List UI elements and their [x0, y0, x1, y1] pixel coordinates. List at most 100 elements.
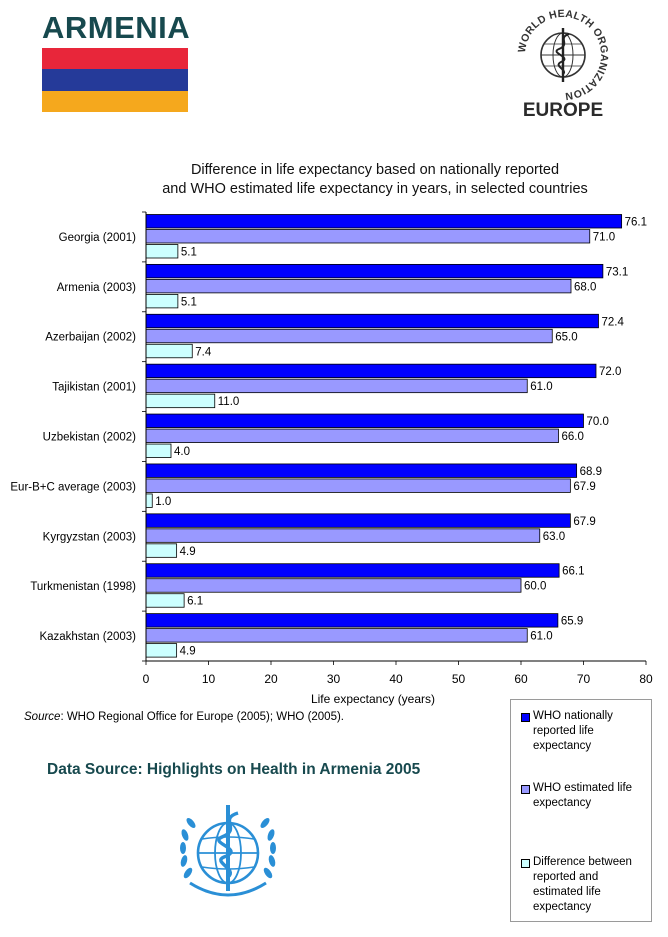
- data-label: 4.9: [180, 646, 196, 658]
- bar: [145, 593, 185, 608]
- data-label: 70.0: [587, 416, 609, 428]
- bar: [145, 528, 541, 543]
- flag-stripe-blue: [42, 69, 188, 91]
- bar: [145, 493, 153, 508]
- bar: [145, 413, 584, 428]
- bar: [145, 463, 578, 478]
- bar: [145, 343, 193, 359]
- bar: [145, 328, 553, 344]
- x-tick-label: 50: [452, 672, 466, 686]
- category-label: Azerbaijan (2002): [45, 332, 136, 344]
- legend-line: WHO nationally: [533, 710, 613, 722]
- data-label: 5.1: [181, 247, 197, 259]
- category-label: Turkmenistan (1998): [30, 581, 136, 593]
- category-label: Kyrgyzstan (2003): [43, 531, 136, 543]
- chart-title-line-2: and WHO estimated life expectancy in yea…: [162, 181, 588, 197]
- bar: [145, 643, 178, 658]
- data-label: 68.9: [580, 466, 602, 478]
- x-axis-label: Life expectancy (years): [311, 692, 435, 706]
- legend-line: estimated life: [533, 886, 601, 898]
- category-label: Georgia (2001): [59, 232, 137, 244]
- legend-line: reported life: [533, 725, 594, 737]
- bar: [145, 244, 179, 259]
- bar: [145, 313, 599, 329]
- category-label: Armenia (2003): [57, 282, 136, 294]
- legend-swatch-reported: [521, 713, 530, 722]
- data-label: 67.9: [573, 481, 595, 493]
- legend-label-difference: Difference between reported and estimate…: [533, 855, 649, 915]
- chart-title: Difference in life expectancy based on n…: [120, 161, 630, 199]
- data-label: 5.1: [181, 296, 197, 308]
- x-tick-label: 60: [514, 672, 528, 686]
- bar: [145, 628, 528, 643]
- source-label: Source: [24, 711, 61, 723]
- data-label: 61.0: [530, 381, 552, 393]
- bar: [145, 214, 623, 229]
- bar: [145, 363, 597, 379]
- flag-stripe-red: [42, 48, 188, 70]
- bar: [145, 578, 522, 593]
- bar: [145, 543, 178, 558]
- legend-line: expectancy: [533, 797, 592, 809]
- who-logo-icon: WORLD HEALTH ORGANIZATION: [516, 8, 610, 102]
- bar: [145, 613, 559, 628]
- bar: [145, 513, 571, 528]
- bar: [145, 428, 559, 443]
- x-tick-label: 70: [577, 672, 591, 686]
- data-label: 60.0: [524, 581, 546, 593]
- category-label: Kazakhstan (2003): [39, 631, 136, 643]
- data-label: 6.1: [187, 596, 203, 608]
- data-label: 71.0: [593, 232, 615, 244]
- legend-line: expectancy: [533, 901, 592, 913]
- legend-line: expectancy: [533, 740, 592, 752]
- category-label: Uzbekistan (2002): [43, 432, 136, 444]
- data-label: 63.0: [543, 531, 565, 543]
- legend-line: WHO estimated life: [533, 782, 633, 794]
- x-tick-label: 80: [639, 672, 653, 686]
- data-label: 72.0: [599, 366, 621, 378]
- data-label: 4.0: [174, 446, 190, 458]
- data-label: 65.9: [561, 616, 583, 628]
- data-label: 1.0: [155, 496, 171, 508]
- bar: [145, 478, 571, 493]
- chart-title-line-1: Difference in life expectancy based on n…: [190, 162, 560, 178]
- who-emblem-icon: [180, 805, 276, 897]
- x-tick-label: 20: [264, 672, 278, 686]
- x-tick-label: 10: [202, 672, 216, 686]
- x-tick-label: 30: [327, 672, 341, 686]
- legend-line: Difference between: [533, 856, 632, 868]
- source-note: Source: WHO Regional Office for Europe (…: [24, 711, 344, 723]
- legend-label-reported: WHO nationally reported life expectancy: [533, 709, 649, 754]
- x-tick-label: 40: [389, 672, 403, 686]
- bar: [145, 293, 179, 309]
- chart-legend: WHO nationally reported life expectancy …: [510, 699, 652, 922]
- flag-stripe-orange: [42, 90, 188, 112]
- bar: [145, 229, 591, 244]
- life-expectancy-bar-chart: 76.1 71.0 5.1 Georgia (2001) 73.1 68.0 5.1 Arme…: [10, 211, 653, 706]
- data-label: 73.1: [606, 266, 628, 278]
- data-label: 7.4: [195, 346, 212, 358]
- source-text: : WHO Regional Office for Europe (2005);…: [60, 711, 345, 723]
- data-label: 61.0: [530, 631, 552, 643]
- category-label: Tajikistan (2001): [52, 382, 136, 394]
- data-source-credit: Data Source: Highlights on Health in Arm…: [47, 761, 421, 778]
- legend-swatch-difference: [521, 859, 530, 868]
- category-label: Eur-B+C average (2003): [10, 481, 136, 493]
- legend-swatch-estimated: [521, 785, 530, 794]
- data-label: 11.0: [218, 396, 240, 408]
- armenia-flag: [42, 48, 188, 112]
- data-label: 65.0: [555, 331, 577, 343]
- bar: [145, 563, 560, 578]
- bar: [145, 278, 572, 294]
- country-title: ARMENIA: [42, 10, 191, 45]
- bar: [145, 378, 528, 394]
- data-label: 66.0: [562, 431, 584, 443]
- data-label: 67.9: [573, 516, 595, 528]
- data-label: 66.1: [562, 566, 584, 578]
- bar: [145, 393, 216, 409]
- legend-line: reported and: [533, 871, 599, 883]
- data-label: 4.9: [180, 546, 196, 558]
- data-label: 76.1: [625, 217, 647, 229]
- data-label: 68.0: [574, 281, 596, 293]
- x-tick-label: 0: [143, 672, 150, 686]
